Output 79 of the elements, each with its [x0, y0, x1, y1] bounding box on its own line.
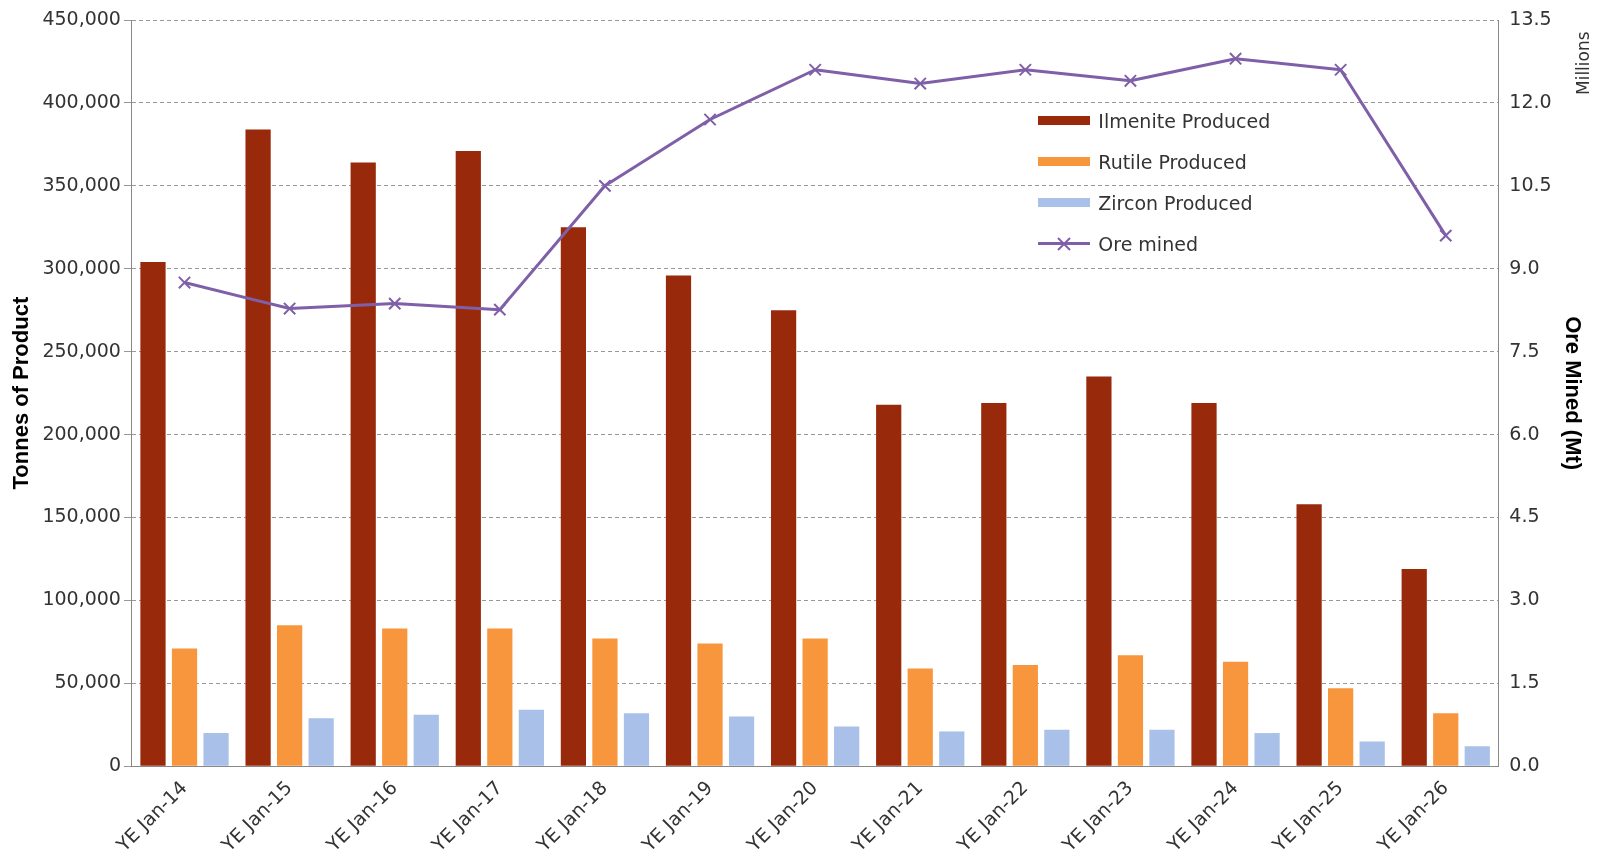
- bar: [487, 628, 513, 766]
- bar: [308, 718, 334, 766]
- bar: [1401, 568, 1427, 766]
- bar: [140, 262, 166, 766]
- bar: [560, 227, 587, 766]
- y2-tick-label: 1.5: [1509, 670, 1540, 693]
- bar: [245, 129, 271, 766]
- y-tick-label: 350,000: [42, 172, 121, 195]
- bar: [455, 151, 481, 766]
- bar: [1117, 655, 1144, 766]
- legend-label: Rutile Produced: [1098, 150, 1247, 173]
- bar: [1191, 403, 1217, 766]
- point: [1333, 63, 1348, 77]
- y-tick-label: 0: [108, 753, 121, 776]
- bar: [1222, 661, 1249, 766]
- bar: [728, 716, 755, 766]
- bar: [939, 731, 965, 766]
- point: [282, 301, 297, 316]
- bar: [770, 310, 797, 766]
- bar: [1328, 688, 1354, 766]
- bar: [981, 403, 1007, 766]
- y2-tick-label: 9.0: [1509, 255, 1540, 278]
- bar: [1433, 713, 1459, 766]
- point: [1123, 74, 1138, 88]
- y-tick-label: 200,000: [42, 421, 121, 444]
- bar: [623, 713, 650, 766]
- y2-tick-label: 13.5: [1509, 6, 1552, 29]
- point: [913, 76, 927, 91]
- point: [493, 303, 507, 317]
- bar: [907, 668, 933, 766]
- point: [1439, 228, 1453, 243]
- y2-tick-label: 3.0: [1509, 587, 1540, 610]
- point: [808, 63, 822, 77]
- bar: [802, 638, 828, 766]
- bar: [665, 275, 692, 766]
- y-tick-label: 450,000: [42, 6, 121, 29]
- y-tick-label: 250,000: [42, 338, 121, 361]
- bar: [1464, 746, 1490, 766]
- bar: [1044, 729, 1070, 766]
- y2-tick-label: 10.5: [1509, 172, 1552, 195]
- y2-tick-label: 7.5: [1509, 338, 1540, 361]
- bar: [592, 638, 618, 766]
- point: [1228, 52, 1243, 66]
- bar: [876, 404, 902, 766]
- point: [1018, 63, 1032, 77]
- bar: [1149, 729, 1175, 766]
- y2-tick-label: 4.5: [1509, 504, 1540, 527]
- y-axis-title: Tonnes of Product: [8, 296, 34, 490]
- bar: [382, 628, 408, 766]
- bar: [203, 733, 229, 766]
- bar: [1254, 733, 1280, 766]
- point: [177, 275, 192, 290]
- point: [388, 296, 402, 311]
- bar: [1296, 504, 1322, 766]
- y-tick-label: 150,000: [42, 504, 121, 527]
- y2-tick-label: 6.0: [1509, 421, 1540, 444]
- y-tick-label: 400,000: [42, 89, 121, 112]
- bar: [1086, 376, 1112, 766]
- y-tick-label: 100,000: [42, 587, 121, 610]
- point: [703, 112, 717, 127]
- y2-tick-label: 0.0: [1509, 753, 1540, 776]
- y2-tick-label: 12.0: [1509, 89, 1552, 112]
- legend-label: Ore mined: [1098, 232, 1198, 255]
- bar: [277, 625, 303, 766]
- bar: [834, 726, 860, 766]
- y2-axis-title: Ore Mined (Mt): [1560, 316, 1586, 471]
- point: [598, 179, 612, 193]
- legend-label: Ilmenite Produced: [1098, 109, 1271, 132]
- legend-label: Zircon Produced: [1098, 191, 1253, 214]
- bar: [413, 714, 439, 766]
- text: Millions: [1573, 31, 1594, 95]
- bar: [518, 709, 544, 766]
- bar: [350, 162, 376, 766]
- bar: [171, 648, 198, 766]
- y-tick-label: 50,000: [54, 670, 121, 693]
- bar: [1359, 741, 1385, 766]
- bar: [697, 643, 723, 766]
- bar: [1012, 665, 1038, 766]
- y-tick-label: 300,000: [42, 255, 121, 278]
